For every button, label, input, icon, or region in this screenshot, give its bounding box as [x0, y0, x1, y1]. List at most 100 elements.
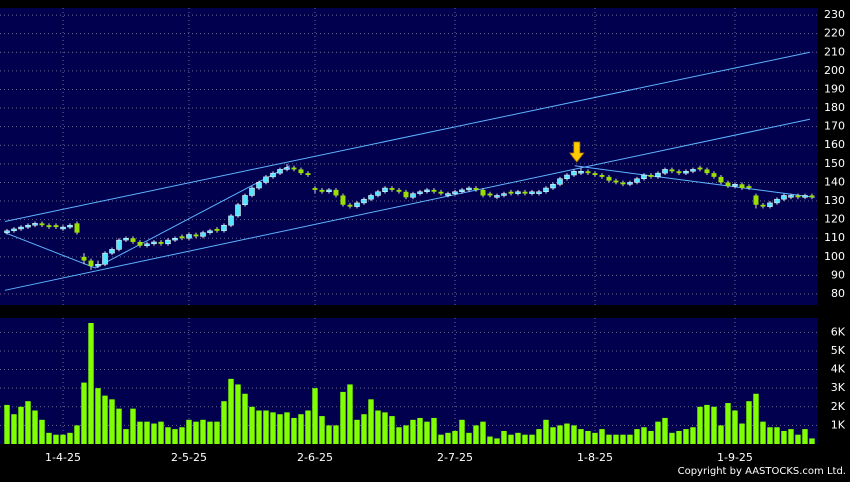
- y-tick-label: 220: [824, 27, 845, 40]
- volume-bar: [165, 427, 171, 444]
- volume-bar: [221, 401, 227, 444]
- volume-bar: [725, 403, 731, 444]
- volume-bar: [417, 417, 423, 444]
- candle-body: [536, 191, 542, 194]
- candle-body: [221, 224, 227, 232]
- candle-body: [746, 186, 752, 189]
- candle-body: [473, 188, 479, 190]
- candle-body: [333, 189, 339, 196]
- candle-body: [312, 188, 318, 190]
- volume-bar: [25, 401, 31, 444]
- y-tick-label: 210: [824, 45, 845, 58]
- volume-bar: [53, 434, 59, 444]
- candle-body: [648, 175, 654, 177]
- candle-body: [130, 238, 136, 242]
- volume-bar: [326, 425, 332, 444]
- candle-body: [319, 189, 325, 192]
- candle-body: [347, 204, 353, 207]
- volume-bar: [508, 434, 514, 444]
- volume-bar: [340, 391, 346, 444]
- candle-body: [74, 223, 80, 233]
- y-tick-label: 150: [824, 157, 845, 170]
- candle-body: [550, 184, 556, 189]
- candle-body: [158, 241, 164, 244]
- volume-bar: [809, 438, 815, 444]
- candle-body: [137, 241, 143, 246]
- volume-bar: [718, 425, 724, 444]
- candle-body: [375, 191, 381, 196]
- volume-bar: [270, 412, 276, 444]
- candle-body: [669, 169, 675, 172]
- candle-body: [704, 169, 710, 174]
- volume-panel: [0, 318, 818, 444]
- y-tick-label: 90: [831, 268, 845, 281]
- candle-body: [263, 176, 269, 183]
- volume-bar: [459, 419, 465, 444]
- candle-body: [739, 184, 745, 189]
- candle-body: [788, 195, 794, 198]
- candle-body: [151, 241, 157, 245]
- volume-bar: [704, 404, 710, 444]
- y-tick-label: 120: [824, 213, 845, 226]
- volume-bar: [39, 419, 45, 444]
- volume-bar: [200, 419, 206, 444]
- candle-body: [683, 171, 689, 174]
- candle-body: [697, 167, 703, 170]
- volume-bar: [767, 427, 773, 444]
- volume-bar: [620, 434, 626, 444]
- volume-bar: [375, 410, 381, 444]
- candle-body: [109, 249, 115, 254]
- volume-bar: [494, 438, 500, 444]
- volume-bar: [298, 414, 304, 444]
- candle-body: [452, 191, 458, 194]
- volume-bar: [634, 429, 640, 444]
- volume-bar: [760, 421, 766, 444]
- volume-bar: [690, 427, 696, 444]
- y-tick-label: 190: [824, 82, 845, 95]
- candle-body: [781, 195, 787, 200]
- candle-body: [200, 232, 206, 237]
- x-tick-label: 2-6-25: [297, 451, 333, 464]
- candle-body: [438, 191, 444, 194]
- volume-bar: [144, 421, 150, 444]
- candle-body: [46, 225, 52, 228]
- volume-bar: [46, 432, 52, 444]
- candle-body: [179, 236, 185, 239]
- volume-bar: [347, 384, 353, 444]
- candle-body: [613, 180, 619, 183]
- candle-body: [571, 171, 577, 176]
- candle-body: [403, 191, 409, 198]
- candle-body: [529, 191, 535, 194]
- candle-body: [242, 195, 248, 206]
- volume-bar: [606, 434, 612, 444]
- candle-body: [249, 187, 255, 196]
- volume-bar: [585, 430, 591, 444]
- volume-bar: [571, 425, 577, 444]
- volume-bar: [137, 421, 143, 444]
- volume-bar: [445, 432, 451, 444]
- candle-body: [487, 193, 493, 196]
- volume-bar: [88, 323, 94, 444]
- candle-body: [795, 195, 801, 198]
- y-tick-label: 4K: [831, 363, 846, 376]
- candle-body: [508, 191, 514, 194]
- y-tick-label: 3K: [831, 381, 846, 394]
- candle-body: [424, 189, 430, 192]
- candle-body: [277, 169, 283, 174]
- volume-bar: [116, 408, 122, 444]
- candle-body: [382, 187, 388, 192]
- copyright: Copyright by AASTOCKS.com Ltd.: [678, 466, 846, 477]
- volume-bar: [676, 430, 682, 444]
- y-tick-label: 180: [824, 101, 845, 114]
- candle-body: [165, 239, 171, 245]
- candle-body: [95, 264, 101, 267]
- volume-bar: [214, 421, 220, 444]
- volume-bar: [305, 410, 311, 444]
- y-tick-label: 130: [824, 194, 845, 207]
- arrow: [568, 141, 585, 163]
- volume-bar: [319, 416, 325, 444]
- volume-bar: [732, 410, 738, 444]
- candle-body: [480, 189, 486, 196]
- candle-body: [361, 198, 367, 204]
